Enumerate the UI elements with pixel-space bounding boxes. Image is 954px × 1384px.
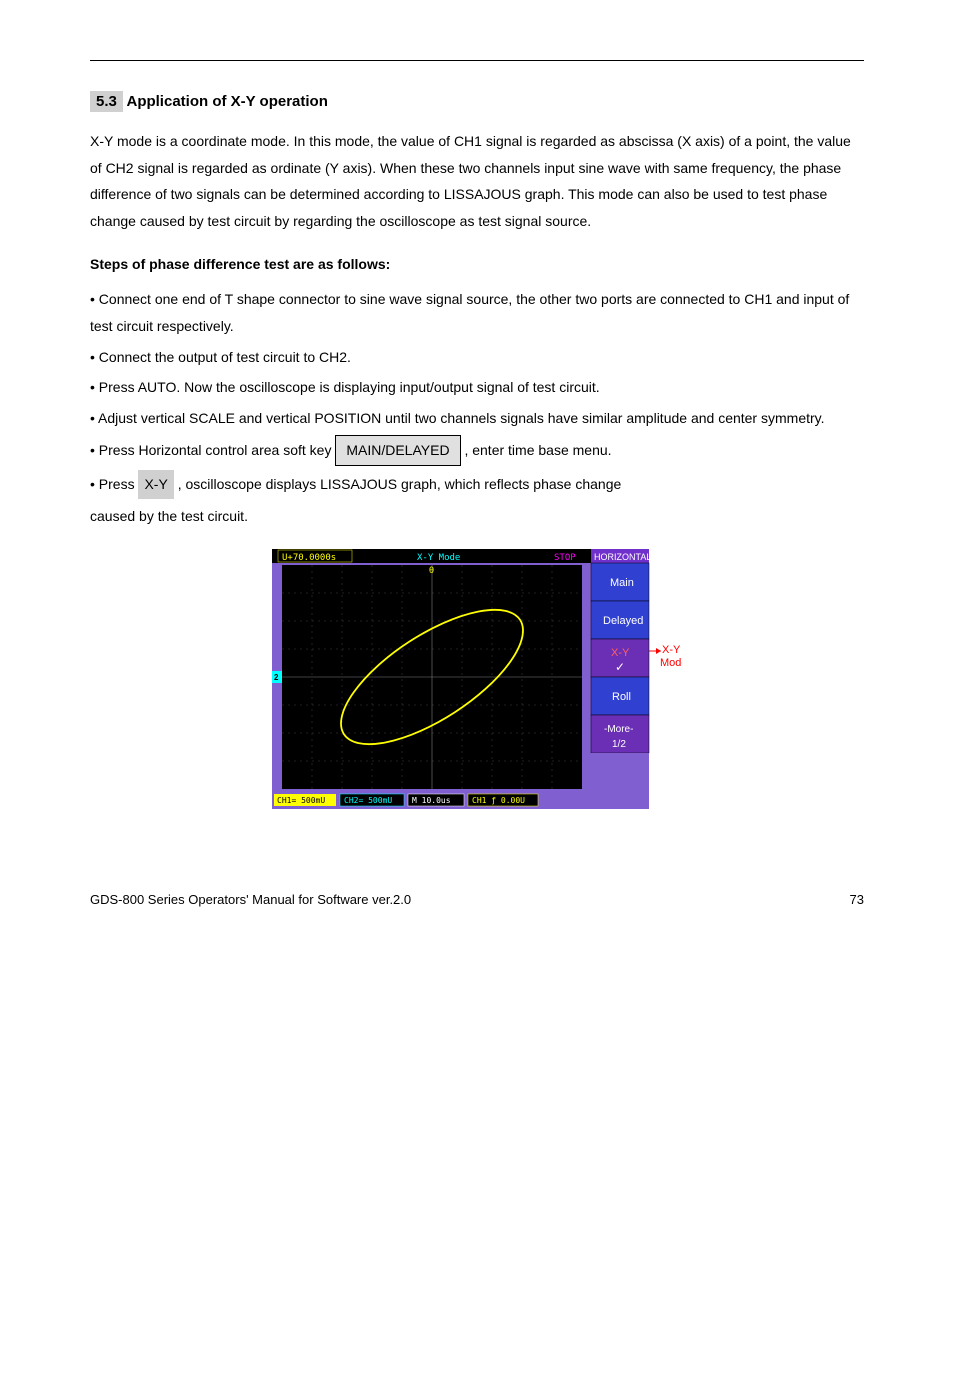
svg-text:X-Y Mode: X-Y Mode: [417, 553, 460, 563]
svg-text:-More-: -More-: [604, 724, 633, 735]
svg-text:Roll: Roll: [612, 691, 631, 703]
step-4: • Adjust vertical SCALE and vertical POS…: [90, 405, 864, 432]
svg-text:Delayed: Delayed: [603, 615, 643, 627]
step-5: • Press Horizontal control area soft key…: [90, 435, 864, 466]
svg-text:Main: Main: [610, 577, 634, 589]
step-2: • Connect the output of test circuit to …: [90, 344, 864, 371]
step-6-tail: , oscilloscope displays LISSAJOUS graph,…: [178, 476, 622, 492]
section-heading: 5.3 Application of X-Y operation: [90, 91, 864, 112]
scope-figure: U+70.0000s X-Y Mode STOP: [90, 549, 864, 812]
svg-text:Mode: Mode: [660, 657, 682, 669]
header-rule: [90, 60, 864, 61]
svg-text:CH2= 500mU: CH2= 500mU: [344, 796, 392, 805]
step-6-line2: caused by the test circuit.: [90, 503, 864, 530]
steps-heading: Steps of phase difference test are as fo…: [90, 256, 864, 272]
svg-text:STOP: STOP: [554, 553, 576, 563]
svg-text:U+70.0000s: U+70.0000s: [282, 553, 336, 563]
svg-text:CH1= 500mU: CH1= 500mU: [277, 796, 325, 805]
xy-softkey: X-Y: [138, 470, 173, 499]
section-number: 5.3: [90, 91, 123, 112]
step-6-prefix: • Press: [90, 476, 135, 492]
oscilloscope-screenshot: U+70.0000s X-Y Mode STOP: [272, 549, 682, 809]
step-5-text: • Press Horizontal control area soft key: [90, 442, 335, 458]
svg-text:M 10.0us: M 10.0us: [412, 796, 451, 805]
step-3: • Press AUTO. Now the oscilloscope is di…: [90, 374, 864, 401]
step-1: • Connect one end of T shape connector t…: [90, 286, 864, 339]
step-5-tail: , enter time base menu.: [464, 442, 611, 458]
intro-paragraph: X-Y mode is a coordinate mode. In this m…: [90, 128, 864, 234]
svg-text:✓: ✓: [615, 660, 625, 674]
page-footer: GDS-800 Series Operators' Manual for Sof…: [90, 892, 864, 907]
svg-text:1/2: 1/2: [612, 739, 626, 750]
section-title: Application of X-Y operation: [126, 93, 327, 110]
svg-text:HORIZONTAL: HORIZONTAL: [594, 552, 651, 562]
main-delayed-button: MAIN/DELAYED: [335, 435, 460, 466]
footer-page-number: 73: [850, 892, 864, 907]
svg-text:2: 2: [274, 673, 279, 682]
svg-text:CH1 ƒ 0.00U: CH1 ƒ 0.00U: [472, 796, 525, 805]
footer-left: GDS-800 Series Operators' Manual for Sof…: [90, 892, 411, 907]
svg-text:X-Y: X-Y: [611, 647, 630, 659]
step-6: • Press X-Y , oscilloscope displays LISS…: [90, 470, 864, 499]
svg-text:X-Y: X-Y: [662, 644, 681, 656]
svg-text:θ: θ: [429, 565, 434, 575]
